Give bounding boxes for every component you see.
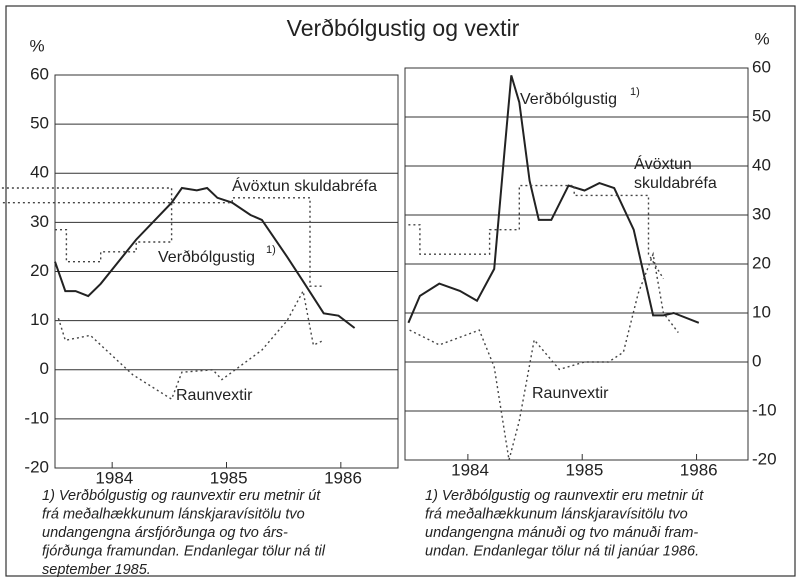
y-tick-label: 30 — [752, 204, 771, 223]
line-series — [57, 289, 325, 401]
footnote: undangengna mánuði og tvo mánuði fram- — [425, 525, 698, 541]
x-tick-label: 1984 — [451, 460, 489, 479]
y-tick-label: -10 — [752, 400, 777, 419]
line-series — [54, 186, 356, 329]
y-tick-label: 50 — [752, 106, 771, 125]
y-tick-label: -20 — [752, 449, 777, 468]
annotation: skuldabréfa — [634, 175, 717, 192]
footnote: fjórðunga framundan. Endanlegar tölur ná… — [42, 543, 326, 559]
annotation: Raunvextir — [532, 385, 609, 402]
annotation: Ávöxtun — [634, 154, 692, 173]
footnote: undan. Endanlegar tölur ná til janúar 19… — [425, 543, 699, 559]
y-axis-label: % — [754, 29, 769, 48]
annotation: Ávöxtun skuldabréfa — [232, 176, 377, 195]
annotation: Verðbólgustig — [158, 249, 255, 266]
line-series — [408, 184, 664, 280]
y-tick-label: 0 — [752, 351, 761, 370]
footnote: 1) Verðbólgustig og raunvextir eru metni… — [42, 488, 321, 504]
x-tick-label: 1984 — [95, 468, 133, 487]
footnote: september 1985. — [42, 562, 151, 578]
x-tick-label: 1985 — [565, 460, 603, 479]
y-tick-label: 40 — [752, 155, 771, 174]
y-tick-label: -10 — [24, 408, 49, 427]
y-tick-label: 60 — [752, 57, 771, 76]
line-series — [0, 187, 324, 287]
y-tick-label: 20 — [30, 261, 49, 280]
y-tick-label: 50 — [30, 114, 49, 133]
frame — [5, 5, 796, 577]
line-series — [409, 251, 679, 461]
line-series — [407, 75, 700, 324]
annotation: Verðbólgustig — [520, 91, 617, 108]
footnote: 1) Verðbólgustig og raunvextir eru metni… — [425, 488, 704, 504]
x-tick-label: 1985 — [210, 468, 248, 487]
y-tick-label: 0 — [40, 359, 49, 378]
y-tick-label: 10 — [30, 310, 49, 329]
y-tick-label: 10 — [752, 302, 771, 321]
y-tick-label: 20 — [752, 253, 771, 272]
chart-title: Verðbólgustig og vextir — [287, 15, 520, 41]
x-tick-label: 1986 — [680, 460, 718, 479]
annotation: 1) — [266, 244, 276, 256]
y-tick-label: 30 — [30, 212, 49, 231]
annotation: Raunvextir — [176, 387, 253, 404]
footnote: frá meðalhækkunum lánskjaravísitölu tvo — [425, 506, 688, 522]
footnote: undangengna ársfjórðunga og tvo árs- — [42, 525, 288, 541]
y-tick-label: 60 — [30, 64, 49, 83]
y-tick-label: 40 — [30, 163, 49, 182]
y-tick-label: -20 — [24, 457, 49, 476]
y-axis-label: % — [29, 36, 44, 55]
footnote: frá meðalhækkunum lánskjaravísitölu tvo — [42, 506, 305, 522]
annotation: 1) — [630, 86, 640, 98]
x-tick-label: 1986 — [324, 468, 362, 487]
